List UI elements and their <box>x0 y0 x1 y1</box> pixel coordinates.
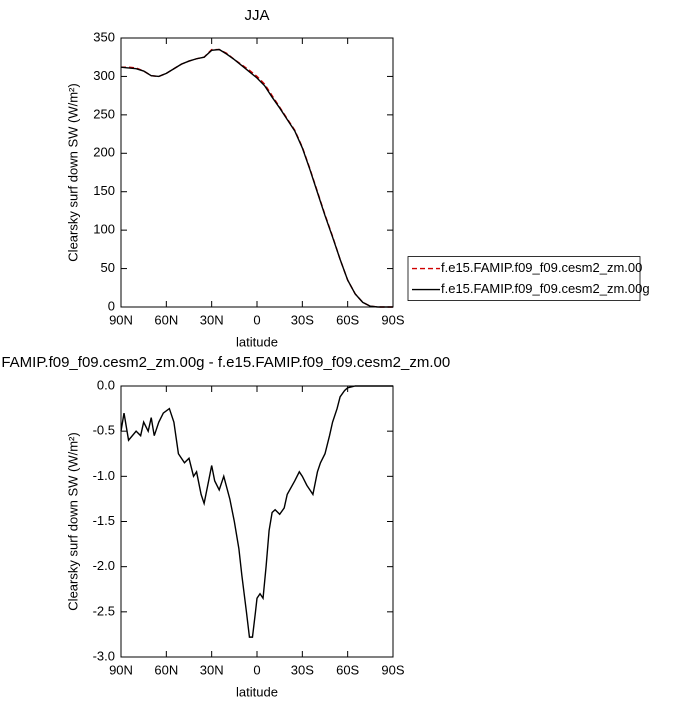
x-tick-label: 90N <box>109 312 133 327</box>
y-tick-label: -0.5 <box>93 423 115 438</box>
x-tick-label: 60N <box>154 662 178 677</box>
y-tick-label: -1.5 <box>93 513 115 528</box>
y-tick-label: 100 <box>93 222 115 237</box>
y-tick-label: 150 <box>93 183 115 198</box>
y-tick-label: 250 <box>93 106 115 121</box>
data-line <box>120 385 393 638</box>
x-axis-label: latitude <box>236 684 278 699</box>
x-tick-label: 90S <box>381 662 404 677</box>
chart-title: f.e15.FAMIP.f09_f09.cesm2_zm.00g - f.e15… <box>0 354 450 371</box>
y-axis-label: Clearsky surf down SW (W/m²) <box>65 83 80 261</box>
x-tick-label: 90S <box>381 312 404 327</box>
y-tick-label: 300 <box>93 68 115 83</box>
legend-box <box>407 256 641 301</box>
legend-label: f.e15.FAMIP.f09_f09.cesm2_zm.00 <box>441 260 642 275</box>
y-tick-label: 350 <box>93 29 115 44</box>
y-axis-label: Clearsky surf down SW (W/m²) <box>65 432 80 610</box>
x-axis-label: latitude <box>236 334 278 349</box>
data-line <box>120 48 393 308</box>
y-tick-label: 200 <box>93 145 115 160</box>
x-tick-label: 30S <box>291 312 314 327</box>
y-tick-label: 0.0 <box>97 377 115 392</box>
plot-frame <box>120 37 394 308</box>
x-tick-label: 30N <box>200 312 224 327</box>
x-tick-label: 60N <box>154 312 178 327</box>
x-tick-label: 30N <box>200 662 224 677</box>
x-tick-label: 0 <box>253 662 260 677</box>
y-tick-label: -1.0 <box>93 468 115 483</box>
x-tick-label: 60S <box>336 312 359 327</box>
x-tick-label: 0 <box>253 312 260 327</box>
x-tick-label: 90N <box>109 662 133 677</box>
y-tick-label: -2.0 <box>93 558 115 573</box>
y-tick-label: -2.5 <box>93 603 115 618</box>
legend-label: f.e15.FAMIP.f09_f09.cesm2_zm.00g <box>441 281 650 296</box>
plot-frame <box>120 385 394 658</box>
x-tick-label: 30S <box>291 662 314 677</box>
y-tick-label: 0 <box>108 298 115 313</box>
data-line <box>121 48 393 308</box>
chart-title: JJA <box>244 7 269 24</box>
x-tick-label: 60S <box>336 662 359 677</box>
y-tick-label: 50 <box>101 260 115 275</box>
y-tick-label: -3.0 <box>93 648 115 663</box>
